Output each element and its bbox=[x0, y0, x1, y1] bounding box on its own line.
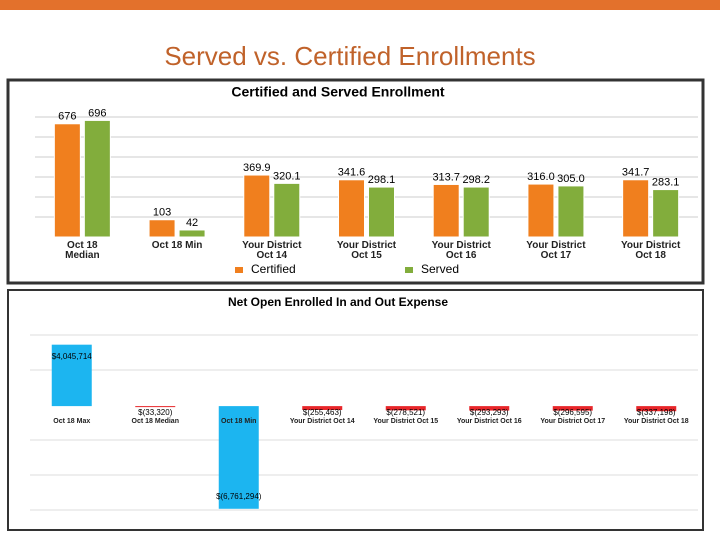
data-label: 369.9 bbox=[243, 162, 271, 174]
data-label: 341.6 bbox=[338, 167, 366, 179]
data-label: 283.1 bbox=[652, 176, 680, 188]
x-tick-label: Your District Oct 14 bbox=[289, 418, 355, 425]
x-tick-label: Your District Oct 16 bbox=[456, 418, 522, 425]
legend-label: Certified bbox=[251, 262, 296, 276]
data-label: 298.1 bbox=[368, 174, 396, 186]
bar bbox=[385, 406, 426, 411]
x-tick-label: Oct 18 Min bbox=[151, 240, 203, 251]
slide-title: Served vs. Certified Enrollments bbox=[164, 41, 535, 71]
bar bbox=[368, 186, 395, 238]
data-label: $(33,320) bbox=[138, 408, 173, 417]
gridlines bbox=[30, 334, 698, 511]
bar bbox=[652, 189, 680, 238]
data-label: 103 bbox=[153, 207, 171, 219]
bar bbox=[527, 183, 555, 238]
x-tick-label: Your District Oct 15 bbox=[336, 240, 397, 261]
x-tick-label: Your District Oct 18 bbox=[623, 418, 689, 425]
bar bbox=[135, 406, 176, 408]
x-tick-label: Oct 18 Max bbox=[53, 418, 91, 425]
chart-frame bbox=[7, 289, 704, 531]
data-label: 305.0 bbox=[557, 173, 585, 185]
data-label: 696 bbox=[88, 107, 106, 119]
x-tick-label: Your District Oct 17 bbox=[540, 418, 606, 425]
legend-swatch bbox=[235, 267, 243, 273]
gridlines bbox=[35, 116, 698, 218]
data-label: $(293,293) bbox=[470, 408, 509, 417]
bar bbox=[432, 183, 460, 238]
bar bbox=[462, 186, 490, 238]
data-label: 676 bbox=[58, 111, 76, 123]
data-label: 320.1 bbox=[273, 170, 301, 182]
top-band bbox=[0, 0, 720, 10]
bar bbox=[51, 344, 92, 407]
chart-title: Certified and Served Enrollment bbox=[231, 84, 444, 100]
x-tick-label: Oct 18 Min bbox=[221, 418, 257, 425]
data-label: 298.2 bbox=[462, 174, 490, 186]
data-label: 313.7 bbox=[432, 171, 460, 183]
bar bbox=[218, 406, 259, 509]
bar bbox=[53, 123, 81, 238]
x-tick-label: Your District Oct 16 bbox=[431, 240, 491, 261]
legend-swatch bbox=[405, 267, 413, 273]
bar bbox=[622, 179, 650, 238]
bar bbox=[243, 174, 271, 238]
bar bbox=[557, 185, 585, 238]
data-label: $(296,595) bbox=[553, 408, 592, 417]
data-label: $(6,761,294) bbox=[216, 492, 262, 501]
x-tick-label: Your District Oct 17 bbox=[526, 240, 586, 261]
x-tick-label: Oct 18 Median bbox=[131, 418, 179, 425]
bar bbox=[338, 179, 365, 238]
chart-title: Net Open Enrolled In and Out Expense bbox=[228, 295, 448, 309]
bar bbox=[302, 406, 343, 410]
bar bbox=[469, 406, 510, 411]
data-label: $(255,463) bbox=[303, 408, 342, 417]
bar bbox=[148, 219, 176, 238]
data-label: 42 bbox=[186, 217, 198, 229]
data-label: 316.0 bbox=[527, 171, 555, 183]
data-label: $(278,521) bbox=[386, 408, 425, 417]
data-label: $4,045,714 bbox=[52, 352, 93, 361]
bar bbox=[552, 406, 593, 411]
bar bbox=[636, 406, 677, 412]
x-tick-label: Your District Oct 14 bbox=[242, 240, 302, 261]
x-tick-label: Your District Oct 18 bbox=[621, 240, 681, 261]
data-label: $(337,198) bbox=[637, 408, 676, 417]
x-tick-label: Your District Oct 15 bbox=[373, 418, 439, 425]
bar bbox=[273, 182, 301, 238]
x-tick-label: Oct 18 Median bbox=[65, 240, 100, 261]
legend-label: Served bbox=[421, 262, 459, 276]
data-label: 341.7 bbox=[622, 167, 650, 179]
bar bbox=[83, 119, 111, 238]
bar bbox=[178, 229, 206, 238]
